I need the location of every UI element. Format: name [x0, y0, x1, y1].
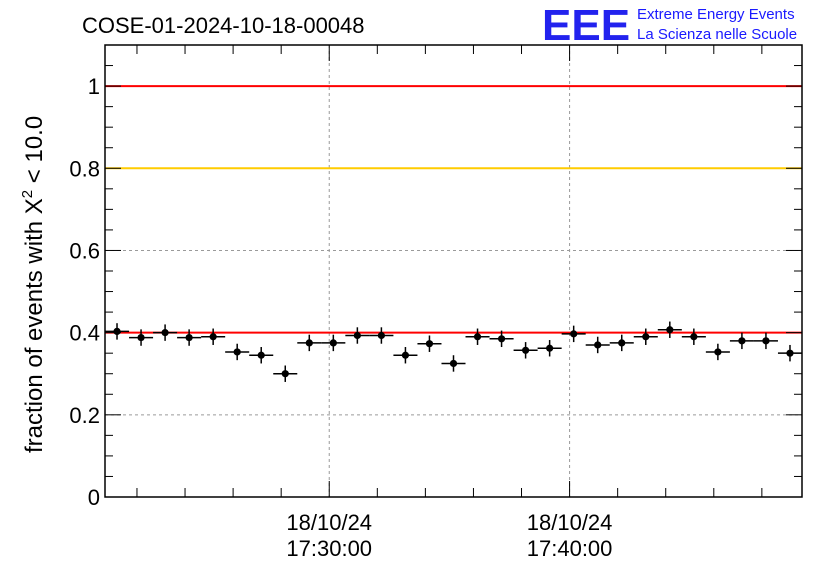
- point-marker: [594, 341, 602, 349]
- logo: EEE Extreme Energy Events La Scienza nel…: [542, 1, 797, 50]
- point-marker: [449, 359, 458, 368]
- y-tick-label: 1: [88, 74, 100, 99]
- point-marker: [546, 344, 554, 352]
- point-marker: [137, 333, 145, 342]
- data-point: [201, 328, 226, 345]
- y-axis-label-sup: 2: [19, 190, 36, 198]
- point-marker: [570, 330, 578, 338]
- data-point: [345, 327, 370, 344]
- point-marker: [425, 340, 434, 348]
- data-point: [249, 347, 274, 364]
- point-marker: [522, 346, 530, 354]
- data-point: [489, 330, 514, 348]
- point-marker: [473, 333, 482, 341]
- point-marker: [738, 337, 746, 345]
- y-axis-label: fraction of events with X2 < 10.0: [19, 116, 48, 453]
- x-tick-label-date: 18/10/24: [527, 510, 613, 535]
- point-marker: [305, 339, 313, 347]
- data-point: [225, 343, 250, 361]
- data-point: [777, 344, 802, 362]
- point-marker: [233, 348, 241, 356]
- point-marker: [618, 339, 626, 347]
- data-point: [537, 340, 562, 357]
- data-point: [153, 324, 178, 341]
- point-marker: [666, 326, 674, 334]
- data-points: [105, 321, 802, 382]
- data-point: [273, 365, 298, 382]
- data-point: [657, 321, 682, 338]
- point-marker: [642, 333, 650, 341]
- point-marker: [497, 335, 506, 343]
- y-tick-label: 0.4: [69, 321, 100, 346]
- logo-mark: EEE: [542, 1, 630, 50]
- point-marker: [209, 333, 217, 341]
- data-point: [633, 328, 658, 345]
- point-marker: [257, 351, 265, 359]
- point-marker: [786, 349, 794, 357]
- y-tick-label: 0.6: [69, 238, 100, 263]
- y-tick-label: 0.2: [69, 403, 100, 428]
- point-marker: [281, 370, 289, 378]
- point-marker: [113, 327, 121, 336]
- chart-title: COSE-01-2024-10-18-00048: [82, 13, 365, 38]
- data-point: [369, 327, 394, 344]
- data-point: [561, 325, 586, 343]
- point-marker: [377, 331, 385, 340]
- data-point: [609, 334, 634, 352]
- y-tick-label: 0: [88, 485, 100, 510]
- axes: 00.20.40.60.8118/10/2417:30:0018/10/2417…: [69, 44, 803, 561]
- data-point: [297, 334, 322, 352]
- data-point: [393, 347, 418, 364]
- data-point: [585, 336, 610, 354]
- x-tick-label-time: 17:40:00: [527, 536, 613, 561]
- point-marker: [185, 333, 193, 342]
- data-point: [681, 328, 706, 345]
- x-tick-label-time: 17:30:00: [286, 536, 372, 561]
- data-point: [177, 329, 202, 346]
- data-point: [129, 329, 154, 346]
- data-point: [465, 328, 490, 345]
- reference-lines: [105, 85, 802, 334]
- data-point: [441, 355, 466, 372]
- data-point: [753, 332, 778, 350]
- point-marker: [329, 339, 337, 347]
- data-point: [729, 332, 754, 350]
- point-marker: [353, 331, 361, 340]
- data-point: [105, 323, 130, 340]
- point-marker: [161, 329, 169, 337]
- point-marker: [690, 333, 698, 341]
- plot-frame: [104, 44, 803, 498]
- point-marker: [762, 337, 770, 345]
- point-marker: [401, 351, 410, 359]
- data-point: [417, 335, 442, 352]
- logo-line-2: La Scienza nelle Scuole: [637, 26, 797, 43]
- y-axis-label-chi: X: [21, 198, 48, 214]
- data-point: [321, 334, 346, 352]
- y-axis-label-suffix: < 10.0: [21, 116, 48, 190]
- logo-line-1: Extreme Energy Events: [637, 6, 795, 23]
- data-point: [513, 342, 538, 359]
- data-point: [705, 343, 730, 361]
- x-tick-label-date: 18/10/24: [286, 510, 372, 535]
- point-marker: [714, 348, 722, 356]
- y-tick-label: 0.8: [69, 156, 100, 181]
- y-axis-label-prefix: fraction of events with: [21, 214, 48, 453]
- grid: [105, 45, 802, 497]
